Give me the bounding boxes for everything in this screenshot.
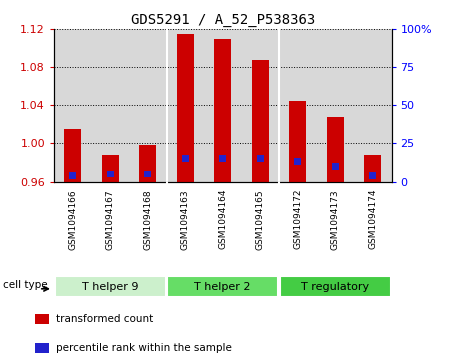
- Text: GSM1094174: GSM1094174: [368, 189, 377, 249]
- Bar: [35, 343, 50, 353]
- Bar: [252, 61, 269, 182]
- Bar: [280, 276, 391, 297]
- Bar: [55, 276, 166, 297]
- Text: cell type: cell type: [3, 280, 47, 290]
- Bar: [327, 117, 344, 182]
- Bar: [289, 101, 306, 182]
- Text: GSM1094168: GSM1094168: [143, 189, 152, 249]
- Bar: [140, 145, 156, 182]
- Bar: [144, 171, 151, 177]
- Text: GSM1094164: GSM1094164: [218, 189, 227, 249]
- Bar: [102, 155, 119, 182]
- Bar: [369, 172, 376, 179]
- Bar: [332, 163, 338, 170]
- Bar: [182, 155, 189, 162]
- Text: percentile rank within the sample: percentile rank within the sample: [56, 343, 231, 353]
- Title: GDS5291 / A_52_P538363: GDS5291 / A_52_P538363: [130, 13, 315, 26]
- Bar: [69, 172, 76, 179]
- Bar: [214, 38, 231, 182]
- Text: T regulatory: T regulatory: [301, 282, 369, 292]
- Bar: [220, 155, 226, 162]
- Text: GSM1094167: GSM1094167: [106, 189, 115, 249]
- Text: transformed count: transformed count: [56, 314, 153, 324]
- Bar: [167, 276, 278, 297]
- Bar: [64, 129, 81, 182]
- Bar: [257, 155, 264, 162]
- Text: GSM1094163: GSM1094163: [181, 189, 190, 249]
- Text: GSM1094166: GSM1094166: [68, 189, 77, 249]
- Bar: [35, 314, 50, 324]
- Bar: [107, 171, 113, 177]
- Bar: [364, 155, 381, 182]
- Text: GSM1094172: GSM1094172: [293, 189, 302, 249]
- Text: GSM1094165: GSM1094165: [256, 189, 265, 249]
- Bar: [294, 158, 301, 165]
- Text: T helper 2: T helper 2: [194, 282, 251, 292]
- Text: T helper 9: T helper 9: [82, 282, 139, 292]
- Bar: [177, 34, 194, 182]
- Text: GSM1094173: GSM1094173: [331, 189, 340, 249]
